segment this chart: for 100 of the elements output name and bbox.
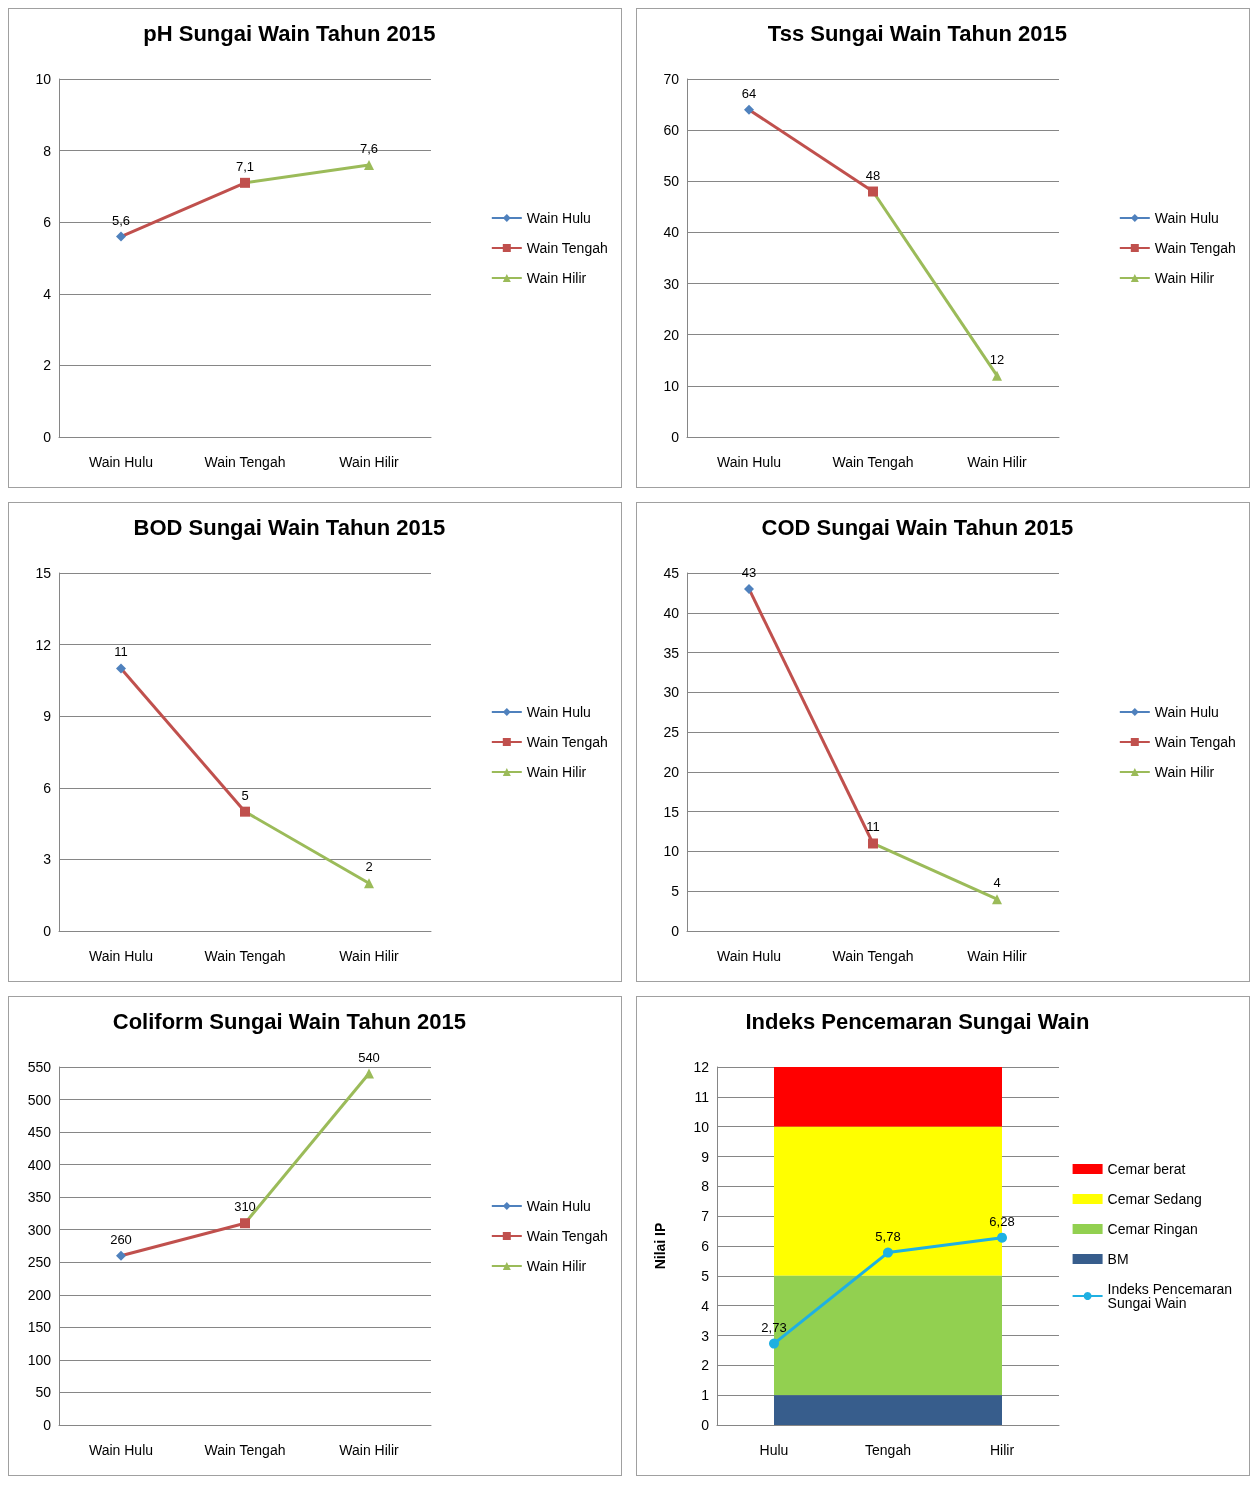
legend-label: Wain Hulu	[1154, 210, 1219, 226]
point	[116, 1250, 126, 1261]
legend-label: Wain Hilir	[1154, 270, 1215, 286]
y-tick-label: 250	[27, 1254, 52, 1271]
point	[744, 104, 754, 115]
x-tick-label: Wain Hulu	[88, 948, 154, 964]
x-tick-label: Wain Tengah	[204, 1442, 286, 1458]
point	[240, 806, 250, 817]
x-tick-label: Wain Tengah	[204, 948, 286, 964]
y-tick-label: 550	[27, 1059, 52, 1075]
y-tick-label: 0	[43, 429, 52, 445]
y-tick-label: 0	[43, 923, 52, 939]
y-tick-label: 6	[701, 1238, 710, 1254]
legend-label: Indeks Pencemaran Sungai Wain	[1107, 1281, 1236, 1311]
chart-title: pH Sungai Wain Tahun 2015	[143, 20, 436, 46]
y-tick-label: 12	[693, 1059, 710, 1075]
y-tick-label: 45	[663, 565, 680, 581]
legend-label: Wain Hulu	[1154, 704, 1219, 720]
legend-label: Wain Tengah	[526, 1228, 608, 1244]
legend-label: Wain Tengah	[1154, 240, 1236, 256]
x-tick-label: Wain Hulu	[88, 454, 154, 470]
y-tick-label: 70	[663, 71, 680, 87]
y-tick-label: 0	[701, 1417, 710, 1433]
y-tick-label: 15	[663, 803, 680, 820]
y-tick-label: 9	[43, 708, 52, 725]
chart-title: Coliform Sungai Wain Tahun 2015	[112, 1008, 467, 1034]
y-tick-label: 300	[27, 1221, 52, 1238]
point	[868, 838, 878, 849]
legend-label: Wain Tengah	[526, 734, 608, 750]
y-tick-label: 2	[43, 357, 52, 374]
x-tick-label: Tengah	[865, 1442, 911, 1458]
y-tick-label: 9	[701, 1148, 710, 1165]
legend-label: Wain Hilir	[526, 270, 587, 286]
point	[240, 177, 250, 188]
y-tick-label: 10	[35, 71, 52, 87]
data-label: 2,73	[761, 1319, 787, 1335]
data-label: 11	[866, 819, 880, 835]
point	[116, 231, 126, 242]
y-tick-label: 40	[663, 224, 680, 241]
y-tick-label: 100	[27, 1351, 52, 1368]
legend-label: BM	[1107, 1251, 1129, 1267]
y-tick-label: 50	[663, 173, 680, 190]
chart-title: Indeks Pencemaran Sungai Wain	[745, 1008, 1090, 1034]
legend-label: Wain Hilir	[526, 764, 587, 780]
point	[883, 1247, 893, 1258]
data-label: 11	[114, 644, 128, 660]
y-tick-label: 0	[43, 1417, 52, 1433]
x-tick-label: Wain Hilir	[339, 454, 400, 470]
y-tick-label: 5	[701, 1267, 710, 1284]
y-tick-label: 150	[27, 1319, 52, 1336]
y-tick-label: 4	[43, 285, 52, 302]
y-tick-label: 25	[663, 724, 680, 741]
legend-label: Wain Tengah	[526, 240, 608, 256]
y-tick-label: 400	[27, 1156, 52, 1173]
x-tick-label: Wain Tengah	[832, 948, 914, 964]
y-tick-label: 20	[663, 326, 680, 343]
data-label: 48	[865, 167, 881, 183]
x-tick-label: Wain Hilir	[339, 1442, 400, 1458]
y-tick-label: 10	[663, 843, 680, 860]
y-tick-label: 0	[671, 429, 680, 445]
data-label: 7,6	[359, 140, 379, 156]
y-tick-label: 3	[701, 1327, 710, 1344]
point	[744, 583, 754, 594]
y-axis-title: Nilai IP	[652, 1222, 668, 1270]
y-tick-label: 60	[663, 122, 680, 139]
x-tick-label: Hulu	[759, 1442, 789, 1458]
y-tick-label: 4	[701, 1297, 710, 1314]
y-tick-label: 7	[701, 1208, 710, 1225]
y-tick-label: 0	[671, 923, 680, 939]
y-tick-label: 8	[43, 142, 52, 159]
x-tick-label: Wain Hulu	[716, 454, 782, 470]
y-tick-label: 12	[35, 636, 52, 653]
legend-label: Wain Hilir	[526, 1258, 587, 1274]
legend-label: Wain Tengah	[1154, 734, 1236, 750]
y-tick-label: 500	[27, 1091, 52, 1108]
point	[997, 1232, 1007, 1243]
y-tick-label: 35	[663, 644, 680, 661]
legend-label: Wain Hulu	[526, 210, 591, 226]
legend-label: Wain Hulu	[526, 704, 591, 720]
point	[868, 186, 878, 197]
y-tick-label: 450	[27, 1124, 52, 1141]
y-tick-label: 50	[35, 1384, 52, 1401]
data-label: 6,28	[989, 1213, 1015, 1229]
y-tick-label: 40	[663, 604, 680, 621]
y-tick-label: 6	[43, 779, 52, 796]
data-label: 310	[234, 1199, 256, 1215]
x-tick-label: Wain Hilir	[967, 454, 1028, 470]
y-tick-label: 2	[701, 1357, 710, 1374]
data-label: 64	[741, 85, 757, 101]
chart-title: COD Sungai Wain Tahun 2015	[761, 514, 1074, 540]
y-tick-label: 20	[663, 763, 680, 780]
x-tick-label: Wain Hilir	[967, 948, 1028, 964]
y-tick-label: 200	[27, 1286, 52, 1303]
x-tick-label: Wain Hulu	[716, 948, 782, 964]
data-label: 5,78	[875, 1228, 901, 1244]
legend-label: Cemar Ringan	[1107, 1221, 1198, 1237]
data-label: 7,1	[235, 158, 255, 174]
data-label: 260	[110, 1231, 132, 1247]
y-tick-label: 30	[663, 275, 680, 292]
data-label: 4	[993, 875, 1001, 891]
